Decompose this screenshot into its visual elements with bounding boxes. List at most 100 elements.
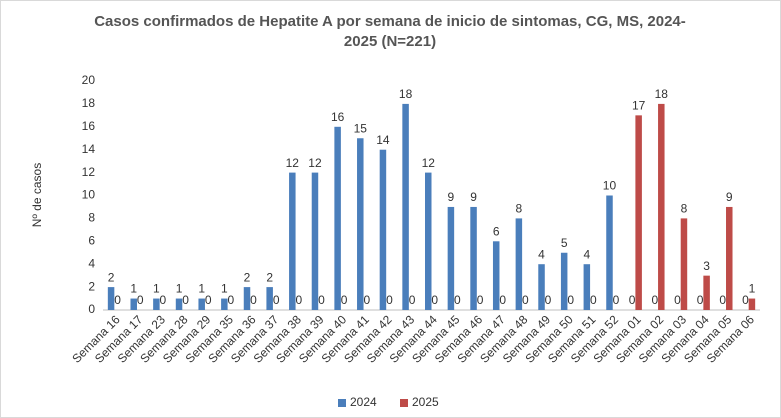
data-label: 0 bbox=[719, 293, 726, 307]
data-label: 1 bbox=[221, 282, 228, 296]
y-tick-label: 10 bbox=[82, 188, 96, 202]
data-label: 0 bbox=[273, 293, 280, 307]
bar bbox=[357, 138, 364, 310]
bar bbox=[658, 103, 665, 311]
bar bbox=[447, 206, 455, 310]
data-label: 0 bbox=[318, 293, 325, 307]
bar bbox=[221, 298, 228, 310]
y-tick-label: 8 bbox=[88, 211, 95, 225]
y-axis-label: Nº de casos bbox=[30, 163, 44, 227]
data-label: 14 bbox=[376, 133, 390, 147]
data-label: 0 bbox=[613, 293, 620, 307]
legend-label: 2024 bbox=[350, 395, 377, 409]
data-label: 2 bbox=[108, 270, 115, 284]
y-tick-label: 6 bbox=[88, 233, 95, 247]
data-label: 2 bbox=[266, 270, 273, 284]
data-label: 12 bbox=[286, 156, 300, 170]
chart-title: Casos confirmados de Hepatite A por sema… bbox=[94, 13, 686, 50]
bar bbox=[289, 172, 296, 310]
y-tick-label: 14 bbox=[82, 142, 96, 156]
data-label: 10 bbox=[603, 179, 617, 193]
data-label: 0 bbox=[295, 293, 302, 307]
data-label: 0 bbox=[629, 293, 636, 307]
y-tick-label: 16 bbox=[82, 119, 96, 133]
data-label: 0 bbox=[228, 293, 235, 307]
data-label: 0 bbox=[160, 293, 167, 307]
data-label: 18 bbox=[399, 87, 413, 101]
bar bbox=[726, 206, 733, 310]
bar bbox=[266, 287, 273, 310]
bar bbox=[311, 172, 319, 310]
data-label: 6 bbox=[493, 224, 500, 238]
data-label: 0 bbox=[431, 293, 438, 307]
data-label: 1 bbox=[749, 282, 756, 296]
data-label: 0 bbox=[114, 293, 121, 307]
data-label: 1 bbox=[176, 282, 183, 296]
data-label: 0 bbox=[182, 293, 189, 307]
legend-swatch bbox=[338, 399, 346, 407]
bar bbox=[379, 149, 387, 310]
data-label: 0 bbox=[697, 293, 704, 307]
bar bbox=[635, 115, 642, 310]
bar bbox=[153, 298, 160, 310]
data-label: 3 bbox=[703, 259, 710, 273]
bar bbox=[175, 298, 183, 310]
data-label: 12 bbox=[422, 156, 436, 170]
y-tick-label: 12 bbox=[82, 165, 96, 179]
data-label: 0 bbox=[499, 293, 506, 307]
data-label: 0 bbox=[363, 293, 370, 307]
bar bbox=[748, 298, 756, 310]
data-label: 0 bbox=[742, 293, 749, 307]
data-label: 4 bbox=[538, 247, 545, 261]
data-label: 0 bbox=[386, 293, 393, 307]
data-label: 0 bbox=[205, 293, 212, 307]
legend-swatch bbox=[400, 399, 408, 407]
data-label: 17 bbox=[632, 99, 646, 113]
data-label: 12 bbox=[308, 156, 322, 170]
data-label: 15 bbox=[354, 121, 368, 135]
data-label: 1 bbox=[198, 282, 205, 296]
bar bbox=[560, 252, 568, 310]
y-tick-label: 0 bbox=[88, 302, 95, 316]
data-label: 18 bbox=[655, 87, 669, 101]
bar bbox=[243, 287, 251, 310]
bar bbox=[425, 172, 432, 310]
data-label: 9 bbox=[448, 190, 455, 204]
bar bbox=[107, 287, 115, 310]
data-label: 9 bbox=[470, 190, 477, 204]
data-label: 0 bbox=[477, 293, 484, 307]
data-label: 0 bbox=[522, 293, 529, 307]
bar bbox=[334, 126, 341, 310]
data-label: 16 bbox=[331, 110, 345, 124]
data-label: 4 bbox=[583, 247, 590, 261]
bar bbox=[492, 241, 500, 310]
y-tick-label: 20 bbox=[82, 73, 96, 87]
bar bbox=[515, 218, 523, 310]
bar bbox=[538, 264, 545, 310]
data-label: 0 bbox=[651, 293, 658, 307]
data-label: 0 bbox=[137, 293, 144, 307]
bar bbox=[583, 264, 591, 310]
data-label: 0 bbox=[250, 293, 257, 307]
y-tick-label: 4 bbox=[88, 256, 95, 270]
y-tick-label: 18 bbox=[82, 96, 96, 110]
data-label: 0 bbox=[674, 293, 681, 307]
bar bbox=[470, 206, 477, 310]
data-label: 0 bbox=[567, 293, 574, 307]
bar bbox=[606, 195, 613, 310]
bar bbox=[402, 103, 409, 311]
data-label: 0 bbox=[341, 293, 348, 307]
data-label: 0 bbox=[454, 293, 461, 307]
bar bbox=[680, 218, 688, 310]
bar bbox=[198, 298, 205, 310]
data-label: 8 bbox=[681, 202, 688, 216]
data-label: 9 bbox=[726, 190, 733, 204]
data-label: 0 bbox=[545, 293, 552, 307]
data-label: 8 bbox=[516, 202, 523, 216]
data-label: 1 bbox=[153, 282, 160, 296]
data-label: 5 bbox=[561, 236, 568, 250]
bar bbox=[703, 275, 710, 310]
data-label: 0 bbox=[590, 293, 597, 307]
